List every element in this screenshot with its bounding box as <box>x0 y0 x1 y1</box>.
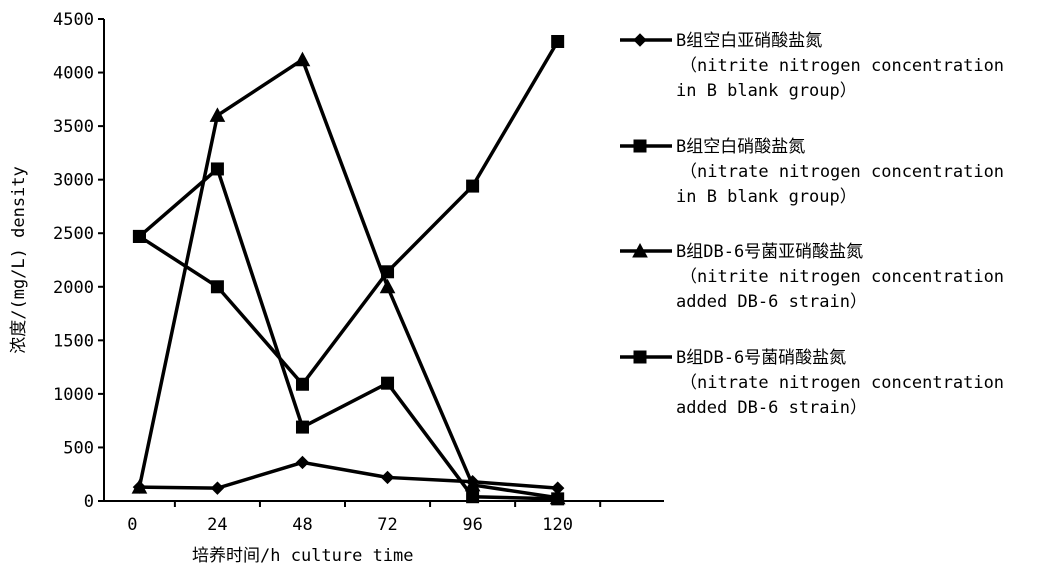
legend-entry-4: B组DB-6号菌硝酸盐氮 （nitrate nitrogen concentrat… <box>620 348 1004 418</box>
x-tick-label: 0 <box>127 515 137 535</box>
data-point-diamond <box>210 481 225 495</box>
legend-label: B组空白亚硝酸盐氮 <box>676 31 822 51</box>
legend-label: B组DB-6号菌亚硝酸盐氮 <box>676 242 863 262</box>
y-tick-label: 2500 <box>53 224 94 244</box>
series-3 <box>131 51 566 505</box>
legend-label-en: in B blank group） <box>676 187 857 207</box>
x-tick-label: 72 <box>377 515 397 535</box>
y-tick-label: 3000 <box>53 171 94 191</box>
legend-label: B组空白硝酸盐氮 <box>676 137 805 157</box>
x-tick-label: 24 <box>207 515 227 535</box>
data-point-triangle <box>131 479 148 494</box>
y-tick-label: 1000 <box>53 385 94 405</box>
series-line <box>137 57 558 500</box>
legend-entry-3: B组DB-6号菌亚硝酸盐氮 （nitrite nitrogen concentra… <box>620 242 1004 312</box>
data-point-triangle <box>294 51 311 67</box>
series-line <box>139 460 558 490</box>
x-tick-label: 120 <box>542 515 573 535</box>
y-tick-label: 4000 <box>53 64 94 84</box>
series-layer <box>131 34 566 506</box>
y-tick-label: 0 <box>84 492 94 512</box>
data-point-square <box>551 34 565 48</box>
series-line <box>138 165 558 501</box>
legend-entry-1: B组空白亚硝酸盐氮 （nitrite nitrogen concentration… <box>620 31 1004 101</box>
data-point-diamond <box>295 455 310 470</box>
legend-label-en: added DB-6 strain） <box>676 292 867 312</box>
legend-label-en: （nitrate nitrogen concentration <box>680 373 1004 393</box>
x-tick-label: 48 <box>292 515 312 535</box>
y-tick-label: 500 <box>63 438 94 458</box>
x-tick-label: 96 <box>462 515 482 535</box>
data-point-square <box>466 179 480 193</box>
data-point-square <box>466 490 480 504</box>
data-point-square <box>132 229 146 243</box>
y-axis-title: 浓度/(mg/L) density <box>9 166 29 354</box>
data-point-square <box>295 377 309 391</box>
data-point-triangle <box>379 278 396 294</box>
y-tick-label: 2000 <box>53 278 94 298</box>
x-axis-title: 培养时间/h culture time <box>192 546 414 566</box>
plot-area: 0 500 1000 1500 2000 2500 3000 3500 4000 4500 0 24… <box>53 10 664 535</box>
legend-marker-square <box>633 350 647 364</box>
data-point-square <box>210 280 224 294</box>
series-line <box>138 40 560 388</box>
data-point-diamond <box>380 470 395 485</box>
legend-label-en: added DB-6 strain） <box>676 398 867 418</box>
legend-entry-2: B组空白硝酸盐氮 （nitrate nitrogen concentration i… <box>620 137 1004 207</box>
data-point-square <box>381 376 395 390</box>
y-tick-label: 3500 <box>53 117 94 137</box>
legend-label-en: in B blank group） <box>676 81 857 101</box>
legend-label: B组DB-6号菌硝酸盐氮 <box>676 348 846 368</box>
y-tick-label: 4500 <box>53 10 94 30</box>
legend-label-en: （nitrate nitrogen concentration <box>680 162 1004 182</box>
legend-label-en: （nitrite nitrogen concentration <box>680 56 1004 76</box>
x-axis-ticks: 0 24 48 72 96 120 <box>127 501 602 535</box>
data-point-square <box>295 420 309 434</box>
y-axis-ticks: 0 500 1000 1500 2000 2500 3000 3500 4000 4500 <box>53 10 104 512</box>
legend-marker-square <box>633 139 647 153</box>
legend: B组空白亚硝酸盐氮 （nitrite nitrogen concentration… <box>620 31 1004 418</box>
series-4 <box>132 162 565 506</box>
data-point-triangle <box>209 107 226 122</box>
data-point-square <box>210 162 224 176</box>
legend-label-en: （nitrite nitrogen concentration <box>680 267 1004 287</box>
legend-marker-diamond <box>633 33 647 47</box>
legend-marker-triangle <box>632 242 648 258</box>
y-tick-label: 1500 <box>53 331 94 351</box>
data-point-square <box>551 492 565 506</box>
